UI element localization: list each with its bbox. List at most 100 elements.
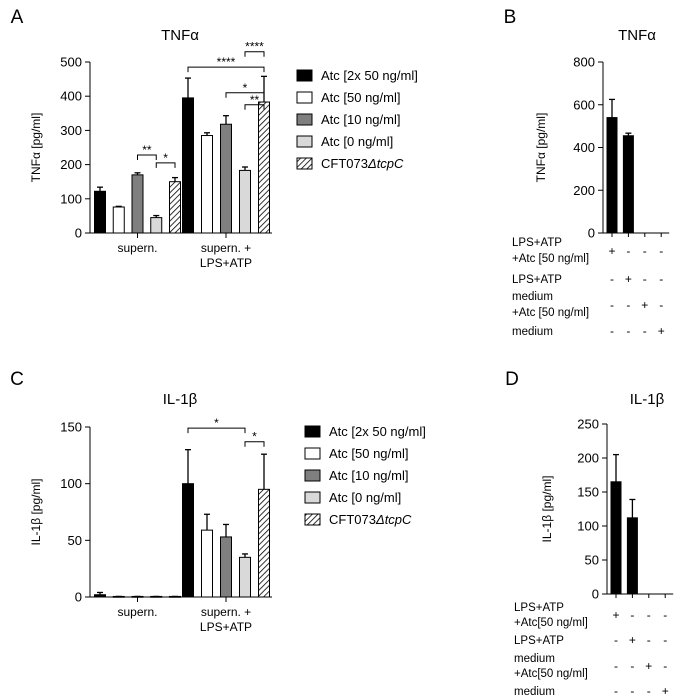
panel-a-legend-swatch: [296, 69, 313, 82]
panel-c-category-label: LPS+ATP: [200, 620, 252, 634]
panel-b-y-tick-label: 200: [573, 183, 595, 198]
panel-b-condition-mark: -: [643, 244, 647, 258]
panel-b-condition-mark: -: [626, 298, 630, 312]
panel-a-category-label: supern. +: [201, 241, 251, 255]
panel-d-condition-label: +Atc[50 ng/ml]: [514, 668, 588, 680]
panel-a-legend-swatch: [296, 157, 313, 170]
panel-a-bar: [220, 123, 232, 234]
panel-d-title: IL-1β: [630, 391, 665, 408]
panel-d-bar: [626, 517, 638, 595]
panel-d-y-tick-label: 200: [577, 451, 599, 466]
panel-a-y-tick-label: 400: [60, 89, 82, 104]
panel-a-legend-swatch: [296, 113, 313, 126]
panel-c-legend-entry-italic: ΔtcpC: [375, 512, 412, 527]
panel-a-significance-label: *: [243, 81, 248, 95]
panel-b-y-tick-label: 600: [573, 97, 595, 112]
panel-b-condition-mark: -: [659, 298, 663, 312]
panel-d-condition-mark: -: [663, 608, 667, 622]
panel-a-legend-entry: Atc [0 ng/ml]: [321, 134, 393, 149]
panel-a-bar: [258, 101, 270, 234]
panel-a-legend-entry: CFT073ΔtcpC: [321, 156, 404, 171]
panel-a-legend-entry: Atc [50 ng/ml]: [321, 90, 400, 105]
panel-a-title: TNFα: [161, 27, 199, 44]
panel-d-condition-mark: -: [647, 684, 651, 697]
panel-c-significance-bracket: [187, 427, 246, 434]
panel-c-legend-entry: Atc [10 ng/ml]: [329, 468, 408, 483]
panel-c-bar: [220, 536, 232, 598]
panel-a-legend-entry-italic: ΔtcpC: [367, 156, 404, 171]
panel-a-bar: [94, 190, 106, 234]
panel-d-condition-mark: -: [647, 633, 651, 647]
panel-d-condition-mark: -: [614, 684, 618, 697]
panel-d-y-tick-label: 250: [577, 417, 599, 432]
panel-a-y-tick-label: 300: [60, 123, 82, 138]
panel-c-legend-swatch: [304, 447, 321, 460]
panel-d-y-tick-label: 100: [577, 519, 599, 534]
panel-a-significance-bracket: [244, 51, 265, 57]
panel-a-bar: [169, 181, 181, 234]
panel-c-y-tick-label: 100: [60, 476, 82, 491]
panel-a-bar: [239, 169, 251, 234]
panel-d-condition-mark: -: [647, 608, 651, 622]
panel-a-label: A: [11, 7, 24, 28]
panel-b-condition-mark: -: [643, 272, 647, 286]
panel-d-condition-mark: -: [614, 633, 618, 647]
panel-c-legend-entry: Atc [0 ng/ml]: [329, 490, 401, 505]
panel-d-condition-mark: +: [662, 684, 669, 697]
panel-c-legend-swatch: [304, 491, 321, 504]
panel-a-significance-bracket: [155, 162, 176, 168]
panel-c-bar: [239, 556, 251, 598]
panel-b-condition-mark: +: [641, 298, 648, 312]
panel-a-bar: [150, 217, 163, 234]
panel-b-condition-mark: -: [610, 272, 614, 286]
panel-c-significance-label: *: [252, 430, 257, 444]
panel-d-condition-mark: -: [630, 608, 634, 622]
panel-a-significance-bracket: [225, 92, 265, 98]
panel-c-legend-entry: Atc [2x 50 ng/ml]: [329, 424, 426, 439]
panel-d-label: D: [505, 369, 519, 390]
panel-b-y-tick-label: 800: [573, 55, 595, 70]
panel-c-bar: [258, 488, 270, 598]
panel-b-condition-mark: -: [659, 272, 663, 286]
panel-a-significance-label: **: [250, 93, 260, 107]
panel-b-condition-mark: -: [610, 324, 614, 338]
panel-a-y-axis-label: TNFα [pg/ml]: [29, 113, 43, 183]
panel-b-condition-mark: -: [626, 244, 630, 258]
panel-c-bar: [182, 483, 194, 598]
panel-b-title: TNFα: [618, 27, 656, 44]
panel-b-condition-mark: -: [610, 298, 614, 312]
panel-c-legend-swatch: [304, 425, 321, 438]
panel-b-condition-mark: +: [608, 244, 615, 258]
panel-a-legend-swatch: [296, 91, 313, 104]
panel-d-condition-label: medium: [514, 686, 555, 697]
panel-b-condition-mark: +: [658, 324, 665, 338]
panel-c-legend-entry: Atc [50 ng/ml]: [329, 446, 408, 461]
panel-a-bar: [182, 97, 194, 234]
panel-d-condition-label: LPS+ATP: [514, 635, 564, 647]
panel-d-y-tick-label: 50: [585, 553, 599, 568]
panel-c-category-label: supern. +: [201, 605, 251, 619]
panel-a-significance-label: ****: [245, 40, 264, 54]
panel-a-bar: [131, 174, 144, 234]
panel-b-y-axis-label: TNFα [pg/ml]: [534, 113, 548, 183]
panel-d-condition-mark: -: [614, 659, 618, 673]
panel-c-significance-label: *: [214, 416, 219, 430]
panel-a-y-tick-label: 100: [60, 191, 82, 206]
panel-c-y-tick-label: 50: [68, 533, 82, 548]
panel-a-legend-entry: Atc [10 ng/ml]: [321, 112, 400, 127]
panel-a-bar: [112, 206, 125, 234]
panel-b-condition-label: medium: [512, 326, 553, 338]
panel-a-y-tick-label: 500: [60, 55, 82, 70]
panel-d-condition-mark: +: [629, 633, 636, 647]
panel-c-y-axis-label: IL-1β [pg/ml]: [29, 479, 43, 546]
panel-d-bar: [610, 481, 622, 595]
panel-b-condition-mark: -: [659, 244, 663, 258]
panel-c-bar: [201, 529, 213, 598]
panel-d-condition-mark: -: [663, 659, 667, 673]
panel-d-y-axis-label: IL-1β [pg/ml]: [540, 476, 554, 543]
panel-b-condition-mark: +: [625, 272, 632, 286]
panel-a-bar: [201, 135, 213, 234]
panel-d-condition-mark: -: [630, 659, 634, 673]
panel-d-y-tick-label: 150: [577, 485, 599, 500]
